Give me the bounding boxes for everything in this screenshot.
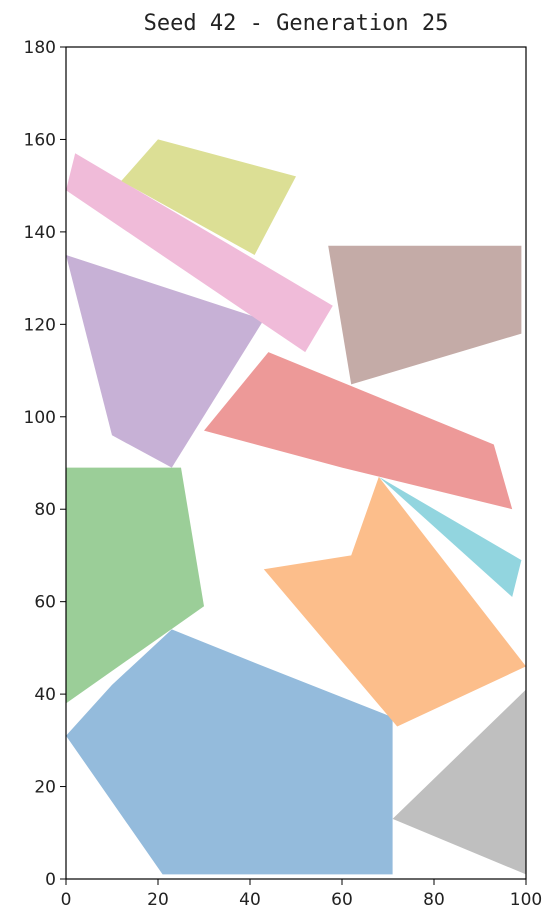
x-tick-label-1: 20 (147, 890, 169, 910)
plot-frame (65, 46, 527, 880)
y-tick-label-2: 40 (34, 685, 56, 705)
y-tick-label-1: 20 (34, 778, 56, 798)
y-tick-label-3: 60 (34, 593, 56, 613)
x-tick-label-4: 80 (423, 890, 445, 910)
polygon-9 (121, 139, 296, 255)
polygon-1 (66, 629, 393, 875)
polygon-2 (263, 476, 526, 727)
x-tick-label-2: 40 (239, 890, 261, 910)
x-tick-label-5: 100 (510, 890, 542, 910)
polygon-8 (392, 689, 526, 875)
y-tick-label-8: 160 (24, 130, 56, 150)
polygon-6 (328, 245, 522, 385)
chart-title: Seed 42 - Generation 25 (144, 11, 449, 36)
axes: 0 20 40 60 80 100 0 20 40 60 80 100 120 140 160 180 (24, 38, 543, 910)
x-tick-label-0: 0 (61, 890, 72, 910)
polygon-5 (66, 255, 264, 468)
polygon-layer (66, 139, 526, 875)
y-tick-label-7: 140 (24, 223, 56, 243)
y-tick-label-5: 100 (24, 408, 56, 428)
y-tick-label-6: 120 (24, 315, 56, 335)
polygon-7 (66, 153, 333, 353)
y-tick-label-9: 180 (24, 38, 56, 58)
polygon-4 (204, 352, 513, 510)
x-tick-label-3: 60 (331, 890, 353, 910)
polygon-3 (66, 467, 204, 704)
y-tick-label-4: 80 (34, 500, 56, 520)
polygon-10 (378, 476, 522, 597)
y-tick-label-0: 0 (45, 870, 56, 890)
